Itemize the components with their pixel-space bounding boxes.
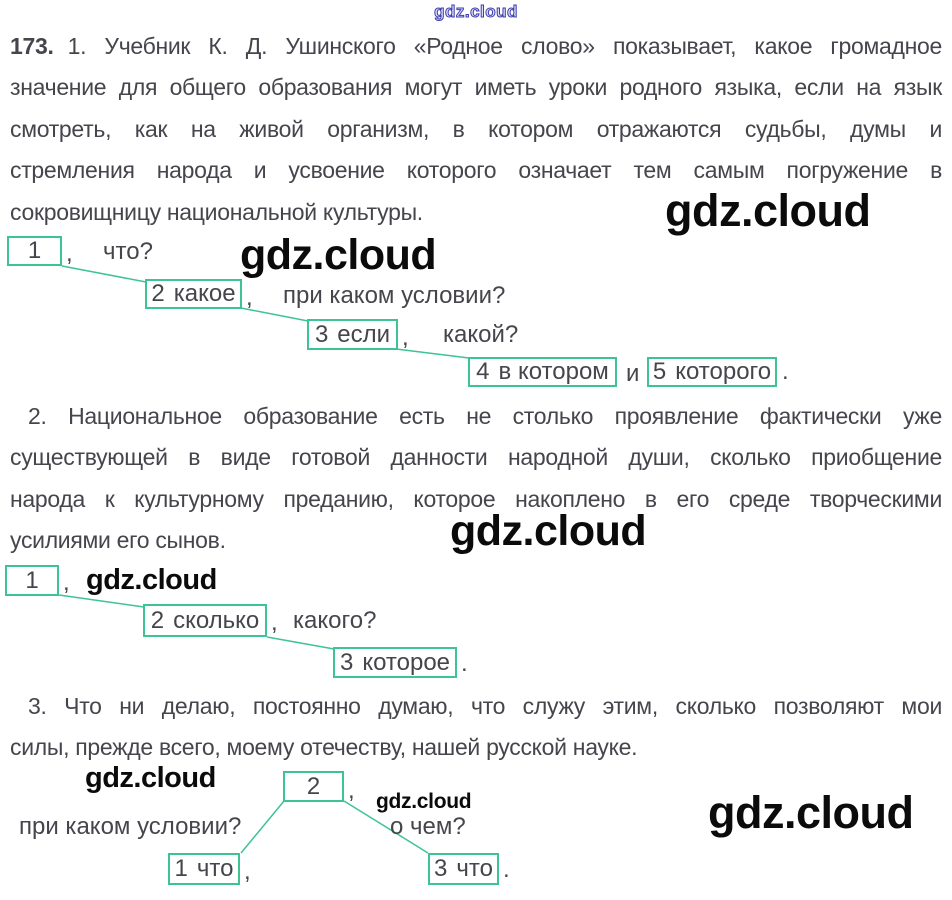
conjunction-label: и [626,360,640,387]
period: . [461,650,468,677]
clause-word: которого [675,358,772,385]
clause-number: 2 [150,606,165,634]
comma: , [63,569,70,596]
clause-box-1: 1 что [168,853,240,885]
clause-number: 3 [314,320,329,348]
clause-number: 2 [151,280,165,307]
paragraph-line: народа к культурному преданию, которое н… [10,485,942,512]
clause-word: которое [362,648,451,676]
clause-box-3: 3 если [307,319,398,350]
clause-box-3: 3 что [428,853,499,885]
question-label: о чем? [390,813,466,840]
watermark-black: gdz.cloud [86,564,217,596]
clause-box-3: 3 которое [333,647,457,678]
comma: , [246,284,253,311]
paragraph-line: смотреть, как на живой организм, в котор… [10,115,942,142]
period: . [782,358,789,385]
clause-number: 4 [476,358,490,385]
clause-word: в котором [498,358,609,385]
clause-word: что [456,855,493,882]
clause-number: 5 [652,358,667,385]
paragraph-line: стремления народа и усвоение которого оз… [10,157,942,184]
clause-word: какое [173,280,236,307]
watermark-black: gdz.cloud [708,787,914,838]
watermark-black: gdz.cloud [376,790,472,813]
clause-box-1: 1 [5,565,59,596]
clause-box-2: 2 [283,771,344,802]
clause-box-4: 4 в котором [468,357,617,387]
watermark-black: gdz.cloud [85,762,216,794]
clause-number: 3 [434,855,448,882]
question-label: какого? [293,607,377,634]
paragraph-line: усилиями его сынов. [10,527,226,554]
clause-box-5: 5 которого [647,357,777,387]
comma: , [66,240,73,267]
watermark-black: gdz.cloud [450,507,647,555]
paragraph-line: силы, прежде всего, моему отечеству, наш… [10,734,638,761]
paragraph-line: сокровищницу национальной культуры. [10,198,423,225]
paragraph-2: 2. Национальное образование есть не стол… [10,396,942,562]
question-label: какой? [443,321,519,348]
watermark-black: gdz.cloud [240,231,437,279]
paragraph-1: 173. 1. Учебник К. Д. Ушинского «Родное с… [10,26,942,233]
clause-box-2: 2 сколько [143,604,267,637]
clause-number: 1 [27,237,42,264]
question-label: при каком условии? [283,282,506,309]
clause-number: 2 [306,772,321,800]
paragraph-line: значение для общего образования могут им… [10,74,942,101]
question-label: что? [103,238,153,265]
paragraph-line: 3. Что ни делаю, постоянно думаю, что сл… [28,693,942,719]
watermark-black: gdz.cloud [665,185,871,236]
comma: , [244,858,251,885]
paragraph-line: 2. Национальное образование есть не стол… [28,403,942,429]
period: . [503,856,510,883]
clause-box-1: 1 [7,236,62,266]
clause-word: если [337,320,391,348]
comma: , [348,777,355,804]
comma: , [402,324,409,351]
comma: , [271,609,278,636]
clause-number: 3 [339,648,354,676]
question-label: при каком условии? [19,813,242,840]
clause-number: 1 [25,566,39,594]
clause-number: 1 [174,855,188,882]
paragraph-line: существующей в виде готовой данности нар… [10,444,942,471]
clause-word: что [196,855,234,882]
paragraph-text: 1. Учебник К. Д. Ушинского «Родное слово… [67,33,943,59]
paragraph-3: 3. Что ни делаю, постоянно думаю, что сл… [10,686,942,769]
clause-box-2: 2 какое [145,279,242,309]
paragraph-line: 173. 1. Учебник К. Д. Ушинского «Родное с… [10,26,942,67]
watermark-top: gdz.cloud [434,2,518,22]
exercise-number: 173. [10,33,54,59]
clause-word: сколько [173,606,260,634]
